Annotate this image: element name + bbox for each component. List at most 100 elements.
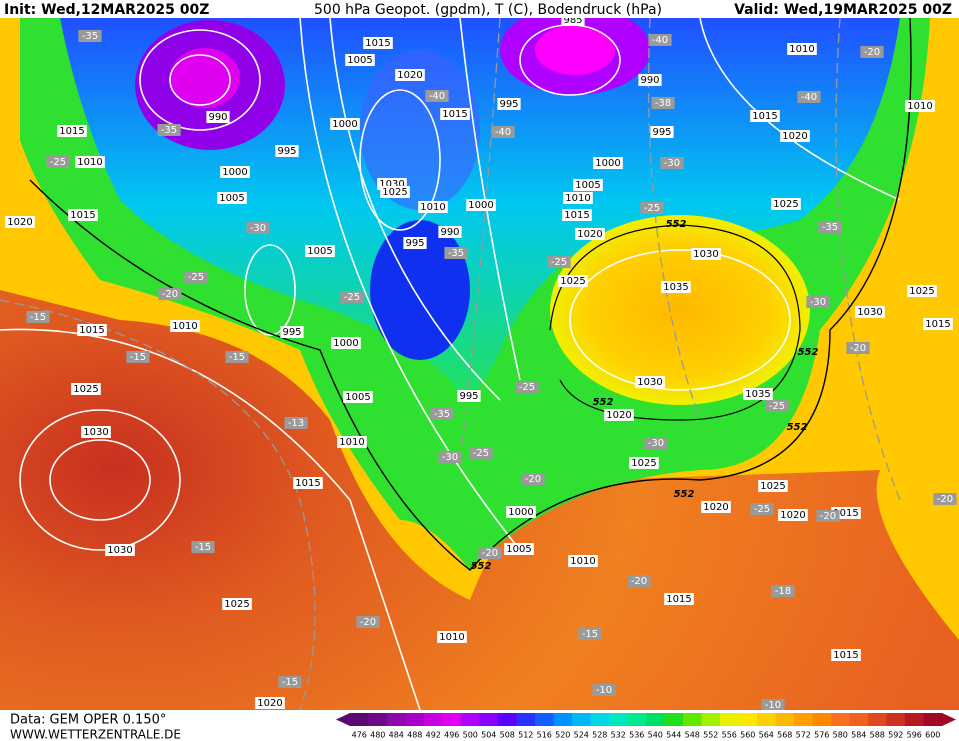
isobar-label-box — [75, 156, 105, 168]
colorbar-swatch — [572, 713, 591, 726]
colorbar-label: 500 — [463, 731, 478, 740]
colorbar-label: 508 — [500, 731, 515, 740]
colorbar-label: 540 — [648, 731, 663, 740]
isobar-label: 1000 — [332, 119, 357, 130]
colorbar-label: 504 — [481, 731, 496, 740]
isobar-label-box — [343, 391, 373, 403]
isobar-label: 985 — [563, 15, 582, 26]
temperature-label-box — [444, 247, 468, 259]
colorbar-swatch — [794, 713, 813, 726]
colorbar-label: 556 — [722, 731, 737, 740]
colorbar-swatch — [868, 713, 887, 726]
isobar-label-box — [330, 118, 360, 130]
temperature-label: -20 — [864, 47, 880, 58]
temperature-label: -35 — [822, 222, 838, 233]
temperature-label-box — [157, 124, 181, 136]
website: WWW.WETTERZENTRALE.DE — [10, 728, 181, 741]
temperature-label-box — [771, 585, 795, 597]
isobar-label-box — [403, 237, 427, 249]
temperature-label-box — [191, 541, 215, 553]
contour-label: 552 — [666, 219, 687, 230]
isobar-label: 1025 — [382, 187, 407, 198]
isobar-label: 1015 — [752, 111, 777, 122]
temperature-label: -18 — [775, 586, 791, 597]
isobar-label-box — [638, 74, 662, 86]
temperature-label-box — [648, 34, 672, 46]
isobar-label: 995 — [459, 391, 478, 402]
temperature-label: -20 — [937, 494, 953, 505]
contour-552 — [29, 17, 912, 571]
temperature-label-box — [478, 547, 502, 559]
colorbar-label: 560 — [740, 731, 755, 740]
colorbar-label: 572 — [796, 731, 811, 740]
isobar-label: 1000 — [468, 200, 493, 211]
colorbar-swatch — [849, 713, 869, 726]
colorbar-swatch — [498, 713, 517, 726]
temperature-label: -25 — [551, 257, 567, 268]
isobar-label: 1005 — [307, 246, 332, 257]
isobar-label-box — [437, 631, 467, 643]
colorbar-label: 520 — [555, 731, 570, 740]
isobar-label-box — [691, 248, 721, 260]
colorbar-swatch — [720, 713, 739, 726]
colorbar-label: 596 — [907, 731, 922, 740]
isobar-label-box — [771, 198, 801, 210]
temperature-label: -25 — [473, 448, 489, 459]
isobar-label-box — [217, 192, 247, 204]
colorbar-label: 584 — [851, 731, 866, 740]
temperature-label: -13 — [288, 418, 304, 429]
temperature-label-box — [521, 473, 545, 485]
temperature-label: -20 — [162, 289, 178, 300]
colorbar-label: 532 — [611, 731, 626, 740]
temperature-label: -38 — [655, 98, 671, 109]
colorbar-label: 580 — [833, 731, 848, 740]
temperature-label: -25 — [519, 382, 535, 393]
isobar-label: 1010 — [789, 44, 814, 55]
isobar-label: 1015 — [925, 319, 950, 330]
temperature-label: -25 — [188, 272, 204, 283]
colorbar-swatch — [831, 713, 850, 726]
isobar-label: 1010 — [339, 437, 364, 448]
isobar-label-box — [664, 593, 694, 605]
colorbar-label: 568 — [777, 731, 792, 740]
isobar-label: 1015 — [59, 126, 84, 137]
colorbar-swatch — [775, 713, 795, 726]
colorbar-swatch — [757, 713, 776, 726]
isobar-label-box — [780, 130, 810, 142]
isobar-label-box — [497, 98, 521, 110]
isobar-label-box — [363, 37, 393, 49]
isobar-label-box — [255, 697, 285, 709]
colorbar-label: 516 — [537, 731, 552, 740]
temperature-label-box — [340, 291, 364, 303]
map-labels: 1015 1005 1020 1000 995 1000 1005 1010 1015 990 10… — [5, 14, 957, 711]
temperature-label: -15 — [582, 629, 598, 640]
temperature-label-box — [640, 202, 664, 214]
temperature-label-box — [806, 296, 830, 308]
isobar-label-box — [345, 54, 375, 66]
isobar-label: 1015 — [666, 594, 691, 605]
colorbar-swatch — [738, 713, 758, 726]
temperature-label: -25 — [50, 157, 66, 168]
temperature-label: -35 — [434, 409, 450, 420]
colorbar-label: 592 — [888, 731, 903, 740]
temperature-label-box — [592, 684, 616, 696]
temperature-label-box — [933, 493, 957, 505]
colorbar-swatch — [461, 713, 480, 726]
isobar-label-box — [661, 281, 691, 293]
isobar-label: 1030 — [857, 307, 882, 318]
isobar-label: 1030 — [379, 179, 404, 190]
isobar-label: 1020 — [780, 510, 805, 521]
colorbar-label: 544 — [666, 731, 681, 740]
temperature-label-box — [158, 288, 182, 300]
temperature-label: -30 — [648, 438, 664, 449]
colorbar-label: 484 — [389, 731, 404, 740]
isobar-label-box — [395, 69, 425, 81]
isobar-label: 1035 — [745, 389, 770, 400]
temperature-label: -30 — [250, 223, 266, 234]
isobar-label: 1000 — [595, 158, 620, 169]
isobar-label-box — [293, 477, 323, 489]
isobar-label-box — [504, 543, 534, 555]
isobar-label: 1020 — [7, 217, 32, 228]
temperature-label: -15 — [195, 542, 211, 553]
